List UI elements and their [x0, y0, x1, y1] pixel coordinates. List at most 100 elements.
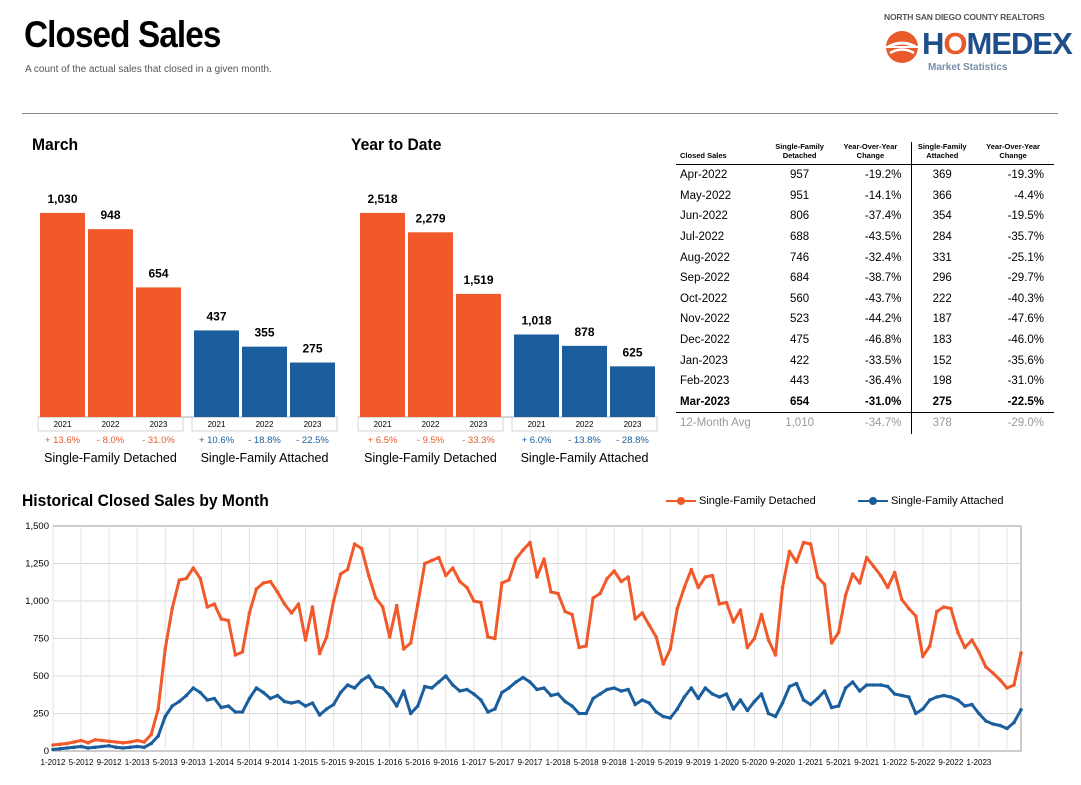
table-cell: 152 [932, 354, 952, 367]
data-point [787, 684, 792, 689]
data-point [401, 647, 406, 651]
data-point [619, 689, 623, 693]
data-point [296, 602, 301, 606]
bar-value-label: 878 [574, 325, 594, 339]
data-point [338, 572, 343, 576]
legend-swatch-attached [858, 497, 888, 506]
table-cell: -25.1% [1007, 251, 1044, 264]
x-tick-label: 1-2016 [377, 758, 402, 767]
data-point [640, 698, 644, 702]
x-tick-label: 1-2020 [714, 758, 739, 767]
data-point [275, 693, 280, 698]
data-point [857, 689, 862, 693]
bar [514, 334, 559, 417]
group-label: Single-Family Attached [201, 451, 329, 465]
data-point [598, 591, 602, 596]
data-point [458, 689, 462, 693]
data-point [254, 587, 259, 591]
table-cell: -33.5% [829, 350, 913, 371]
data-point [366, 674, 371, 678]
data-point [857, 581, 862, 585]
data-point [65, 746, 69, 750]
table-cell: -29.0% [1007, 417, 1044, 430]
data-point [605, 576, 609, 581]
table-cell: 957 [790, 169, 810, 182]
x-tick-label: 5-2022 [910, 758, 935, 767]
data-point [822, 689, 827, 693]
table-cell: 443 [790, 375, 810, 388]
data-point [998, 678, 1002, 682]
data-point [408, 641, 413, 645]
data-point [970, 702, 974, 707]
ytd-section-title: Year to Date [351, 135, 442, 154]
data-point [437, 680, 441, 684]
data-point [864, 683, 869, 687]
data-point [745, 645, 750, 650]
data-point [738, 698, 743, 702]
bar-value-label: 275 [302, 342, 322, 356]
data-point [247, 696, 252, 701]
year-tick-label: 2023 [470, 420, 488, 429]
data-point [963, 645, 967, 650]
table-cell: -35.7% [1007, 231, 1044, 244]
data-point [591, 596, 595, 600]
data-point [514, 680, 518, 684]
data-point [633, 702, 637, 707]
data-point [289, 701, 294, 705]
data-point [451, 566, 455, 570]
bar-value-label: 625 [622, 345, 642, 359]
year-tick-label: 2021 [54, 420, 72, 429]
data-point [977, 650, 981, 654]
table-cell: 198 [932, 375, 952, 388]
data-point [282, 699, 287, 704]
bar [88, 229, 133, 417]
data-point [486, 710, 490, 714]
year-tick-label: 2023 [150, 420, 168, 429]
bar [456, 293, 501, 417]
y-tick-label: 250 [33, 709, 49, 720]
data-point [472, 599, 476, 603]
table-cell: 1,010 [785, 417, 814, 430]
data-point [1019, 708, 1023, 712]
data-point [907, 606, 911, 611]
bar [242, 346, 287, 417]
data-point [184, 693, 189, 698]
x-tick-label: 5-2015 [321, 758, 346, 767]
table-cell: 284 [932, 231, 952, 244]
year-tick-label: 2021 [528, 420, 546, 429]
bar-value-label: 948 [100, 208, 120, 222]
change-label: - 9.5% [417, 435, 445, 446]
change-label: + 6.0% [522, 435, 552, 446]
data-point [275, 590, 280, 594]
data-point [149, 732, 153, 737]
closed-sales-table: Closed Sales Single-Family Detached Year… [676, 142, 1054, 434]
bar-value-label: 437 [206, 309, 226, 323]
data-point [542, 686, 546, 690]
y-tick-label: 0 [44, 746, 49, 757]
year-tick-label: 2022 [256, 420, 274, 429]
data-point [261, 690, 266, 695]
data-point [79, 744, 83, 749]
change-label: + 10.6% [199, 435, 235, 446]
table-row: Sep-2022 684 -38.7% 296 -29.7% [676, 267, 1054, 289]
data-point [219, 705, 224, 710]
data-point [829, 641, 834, 645]
table-row: Mar-2023 654 -31.0% 275 -22.5% [676, 391, 1054, 413]
data-point [177, 578, 182, 582]
data-point [801, 540, 806, 545]
data-point [65, 741, 69, 746]
table-cell: 275 [932, 395, 952, 408]
data-point [528, 540, 532, 545]
x-tick-label: 5-2016 [405, 758, 430, 767]
data-point [500, 690, 504, 695]
data-point [542, 557, 546, 561]
data-point [1005, 726, 1009, 731]
table-cell: 523 [790, 313, 810, 326]
table-header-cell: Year-Over-Year Change [829, 142, 913, 165]
table-cell: 806 [790, 210, 810, 223]
data-point [212, 696, 217, 701]
data-point [710, 692, 715, 696]
data-point [1005, 686, 1009, 690]
x-tick-label: 5-2012 [69, 758, 94, 767]
table-cell: 746 [790, 251, 810, 264]
